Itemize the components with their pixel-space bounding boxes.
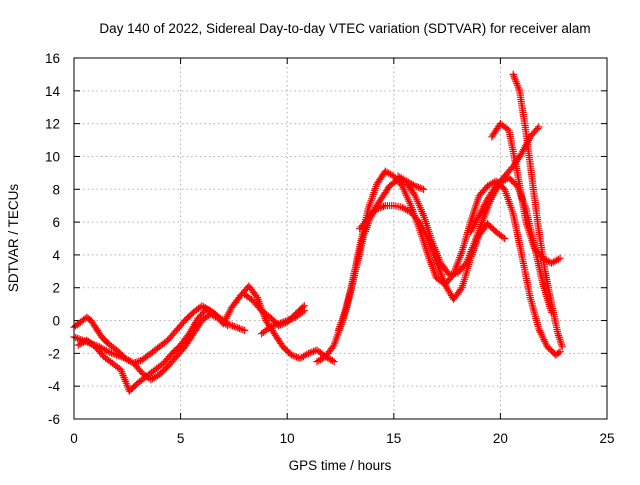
y-tick-label: 8 [52,182,60,197]
data-point [287,351,296,359]
data-point [299,308,307,316]
data-point [116,352,124,360]
series-trace-11 [488,120,564,267]
series-trace-4 [241,290,308,330]
y-tick-label: 4 [52,248,60,263]
data-point [413,183,421,191]
data-point [420,185,428,193]
series-trace-9 [394,172,428,193]
y-tick-label: 2 [52,281,60,296]
chart-title: Day 140 of 2022, Sidereal Day-to-day VTE… [99,21,590,36]
y-tick-label: -4 [48,379,60,394]
series-trace-1 [70,302,249,367]
y-tick-label: 12 [45,117,60,132]
tick-layer: 0 5 10 15 20 25 -6 -4 -2 0 2 4 6 8 10 12 14 16 [45,51,615,446]
data-point [119,354,128,362]
data-layer [70,70,566,395]
x-tick-label: 5 [177,431,185,446]
data-point [223,321,232,330]
data-point [276,319,284,327]
data-point [444,269,452,277]
x-tick-label: 0 [70,431,78,446]
y-tick-label: 16 [45,51,60,66]
data-point [291,352,299,360]
data-point [555,333,563,341]
data-point [328,357,336,365]
data-point [511,76,519,84]
y-tick-label: -2 [48,346,60,361]
data-point [303,350,311,358]
data-point [304,349,313,357]
data-point [558,343,566,351]
y-axis-label: SDTVAR / TECUs [6,184,21,293]
data-point [556,348,564,356]
data-point [111,350,119,358]
series-trace-2 [70,310,232,384]
data-point [104,348,112,356]
data-point [378,203,386,211]
data-point [414,183,423,191]
y-tick-label: 6 [52,215,60,230]
x-tick-label: 25 [599,431,614,446]
series-trace-12 [509,70,566,351]
data-point [102,347,110,355]
x-tick-label: 15 [386,431,401,446]
data-point [288,315,296,323]
data-point [373,205,381,213]
data-point [501,234,509,243]
data-point [285,316,293,324]
data-point [329,343,337,351]
data-point [330,358,338,366]
data-point [556,254,564,262]
data-point [235,324,243,332]
data-point [499,233,507,241]
data-point [457,285,465,293]
y-tick-label: 10 [45,149,60,164]
grid-layer [74,58,607,419]
data-point [113,351,121,359]
data-point [270,322,278,330]
data-point [555,349,563,357]
data-point [409,181,417,189]
x-tick-label: 20 [493,431,508,446]
data-point [555,331,563,340]
series-trace-5 [258,307,308,338]
data-point [239,326,247,334]
data-point [535,123,543,131]
data-point [308,348,316,356]
data-point [241,326,249,334]
data-point [232,323,240,331]
data-point [273,320,281,329]
data-point [558,341,566,349]
y-tick-label: -6 [48,412,60,427]
y-tick-label: 0 [52,314,60,329]
data-point [300,307,308,315]
plot-frame [73,57,608,420]
x-axis-label: GPS time / hours [289,458,392,473]
data-point [533,125,541,133]
data-point [107,349,116,357]
data-point [281,317,290,325]
data-point [72,334,80,342]
y-tick-label: 14 [45,84,61,99]
data-point [75,335,83,343]
series-trace-3 [74,282,338,395]
data-point [418,185,426,193]
data-point [376,204,384,212]
data-point [280,318,288,326]
data-point [509,70,517,78]
series-trace-8 [356,202,509,303]
data-point [554,255,562,263]
x-tick-label: 10 [280,431,295,446]
